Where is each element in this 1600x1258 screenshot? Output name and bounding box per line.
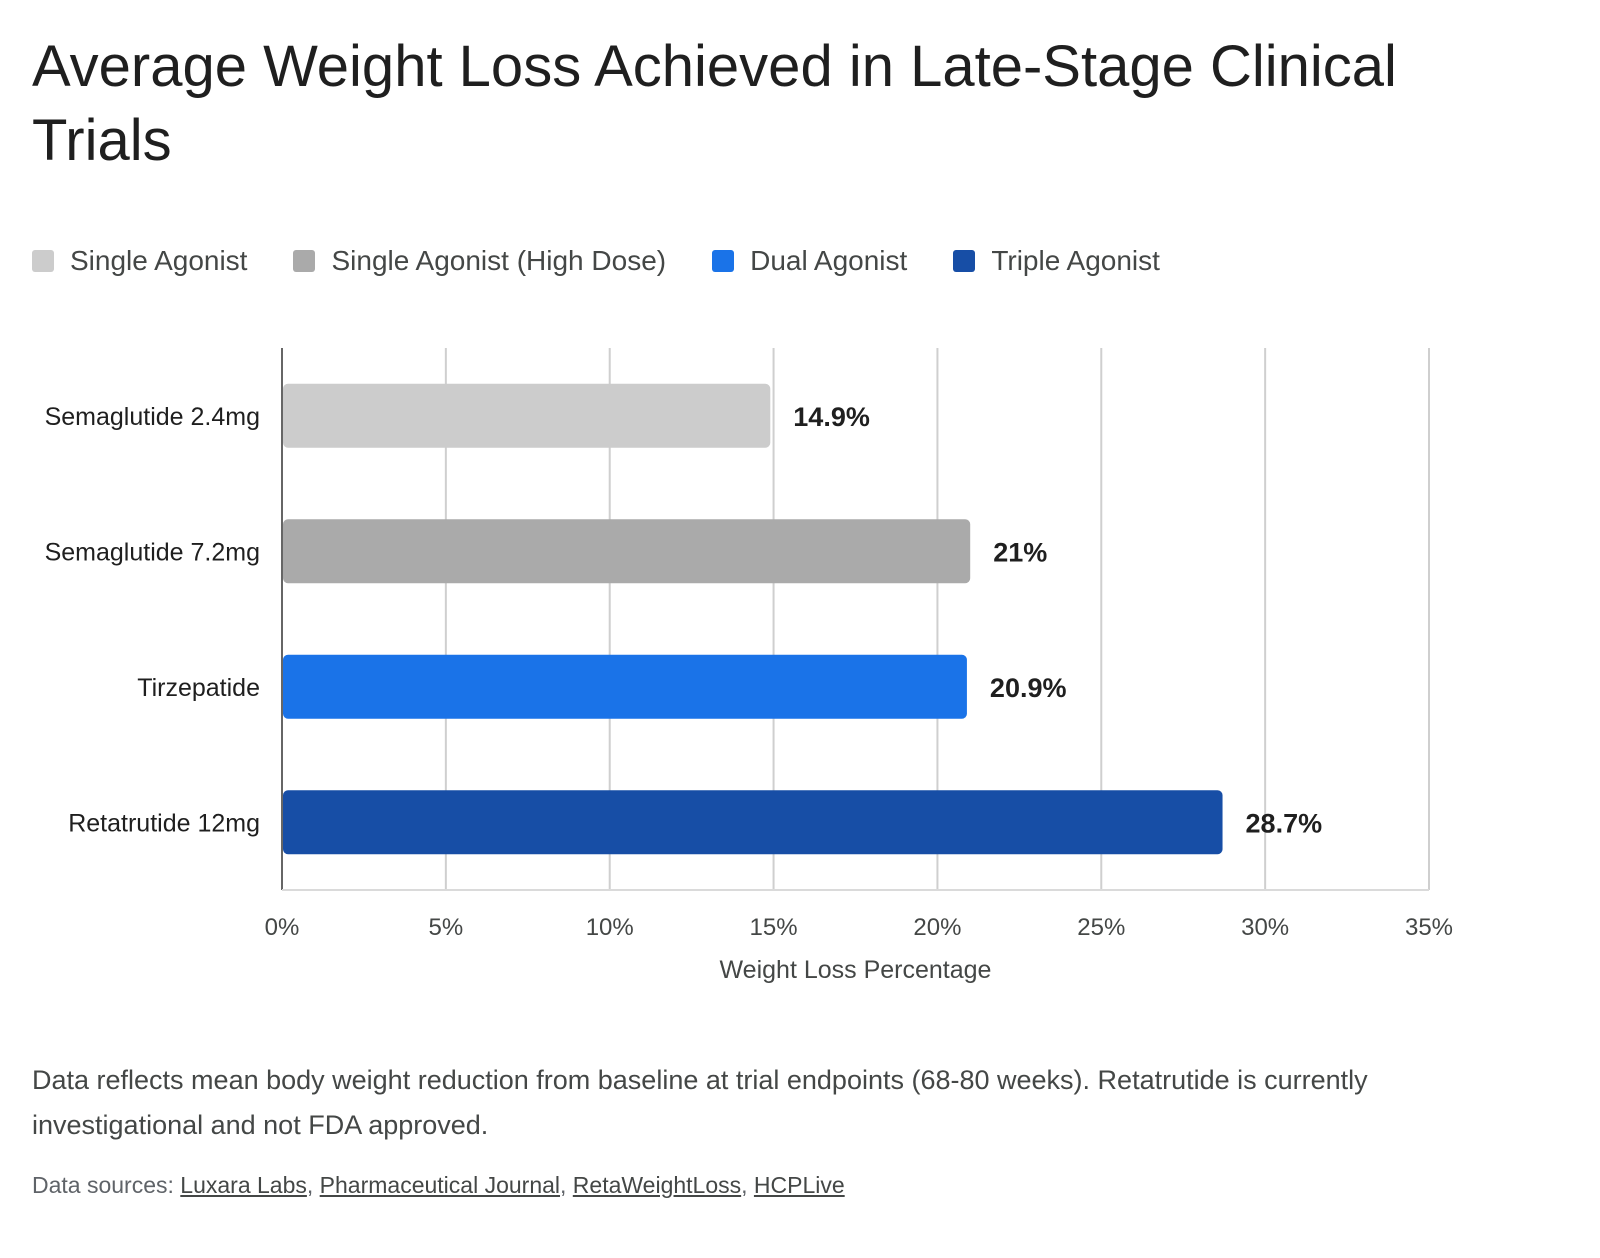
x-tick-label: 10%	[586, 914, 634, 941]
source-separator: ,	[741, 1172, 754, 1198]
source-link-retaweightloss[interactable]: RetaWeightLoss	[572, 1172, 742, 1198]
legend-item-triple-agonist: Triple Agonist	[953, 245, 1160, 277]
data-sources: Data sources: Luxara Labs, Pharmaceutica…	[32, 1170, 845, 1200]
x-tick-label: 20%	[913, 914, 961, 941]
bar	[283, 383, 771, 448]
legend-label-single-agonist-high-dose: Single Agonist (High Dose)	[331, 245, 667, 276]
bar-chart: 0% 5% 10% 15% 20% 25% 30% 35% Semaglutide 2.4mg 1…	[45, 348, 1453, 984]
legend-swatch-triple-agonist	[953, 250, 976, 272]
category-label: Semaglutide 2.4mg	[45, 403, 260, 431]
legend-label-single-agonist: Single Agonist	[70, 245, 248, 276]
chart-legend: Single Agonist Single Agonist (High Dose…	[32, 243, 1206, 279]
x-tick-label: 15%	[750, 914, 798, 941]
data-label: 14.9%	[793, 402, 870, 432]
chart-title: Average Weight Loss Achieved in Late-Sta…	[32, 34, 1397, 173]
category-label: Semaglutide 7.2mg	[45, 538, 260, 566]
chart-footnote: Data reflects mean body weight reduction…	[32, 1065, 1368, 1140]
x-tick-label: 30%	[1241, 914, 1289, 941]
x-tick-label: 5%	[429, 914, 464, 941]
data-sources-prefix: Data sources:	[32, 1172, 174, 1198]
legend-swatch-dual-agonist	[712, 250, 735, 272]
x-tick-label: 35%	[1405, 914, 1453, 941]
data-label: 21%	[993, 537, 1047, 567]
bar	[283, 519, 971, 584]
legend-item-single-agonist: Single Agonist	[32, 245, 247, 277]
source-link-luxara-labs[interactable]: Luxara Labs	[180, 1172, 307, 1198]
category-label: Tirzepatide	[137, 674, 260, 702]
legend-item-dual-agonist: Dual Agonist	[712, 245, 907, 277]
x-tick-label: 25%	[1077, 914, 1125, 941]
x-tick-label: 0%	[265, 914, 300, 941]
data-label: 28.7%	[1246, 808, 1323, 838]
x-axis-title: Weight Loss Percentage	[720, 956, 992, 984]
bar	[283, 654, 967, 719]
category-label: Retatrutide 12mg	[68, 809, 260, 837]
legend-label-triple-agonist: Triple Agonist	[991, 245, 1160, 276]
bar	[283, 790, 1223, 855]
source-separator: ,	[560, 1172, 573, 1198]
legend-item-single-agonist-high-dose: Single Agonist (High Dose)	[293, 245, 666, 277]
legend-label-dual-agonist: Dual Agonist	[750, 245, 908, 276]
legend-swatch-single-agonist-high-dose	[293, 250, 316, 272]
legend-swatch-single-agonist	[32, 250, 54, 272]
data-label: 20.9%	[990, 673, 1067, 703]
source-separator: ,	[306, 1172, 320, 1198]
source-link-hcplive[interactable]: HCPLive	[753, 1172, 845, 1198]
source-link-pharmaceutical-journal[interactable]: Pharmaceutical Journal	[319, 1172, 561, 1198]
